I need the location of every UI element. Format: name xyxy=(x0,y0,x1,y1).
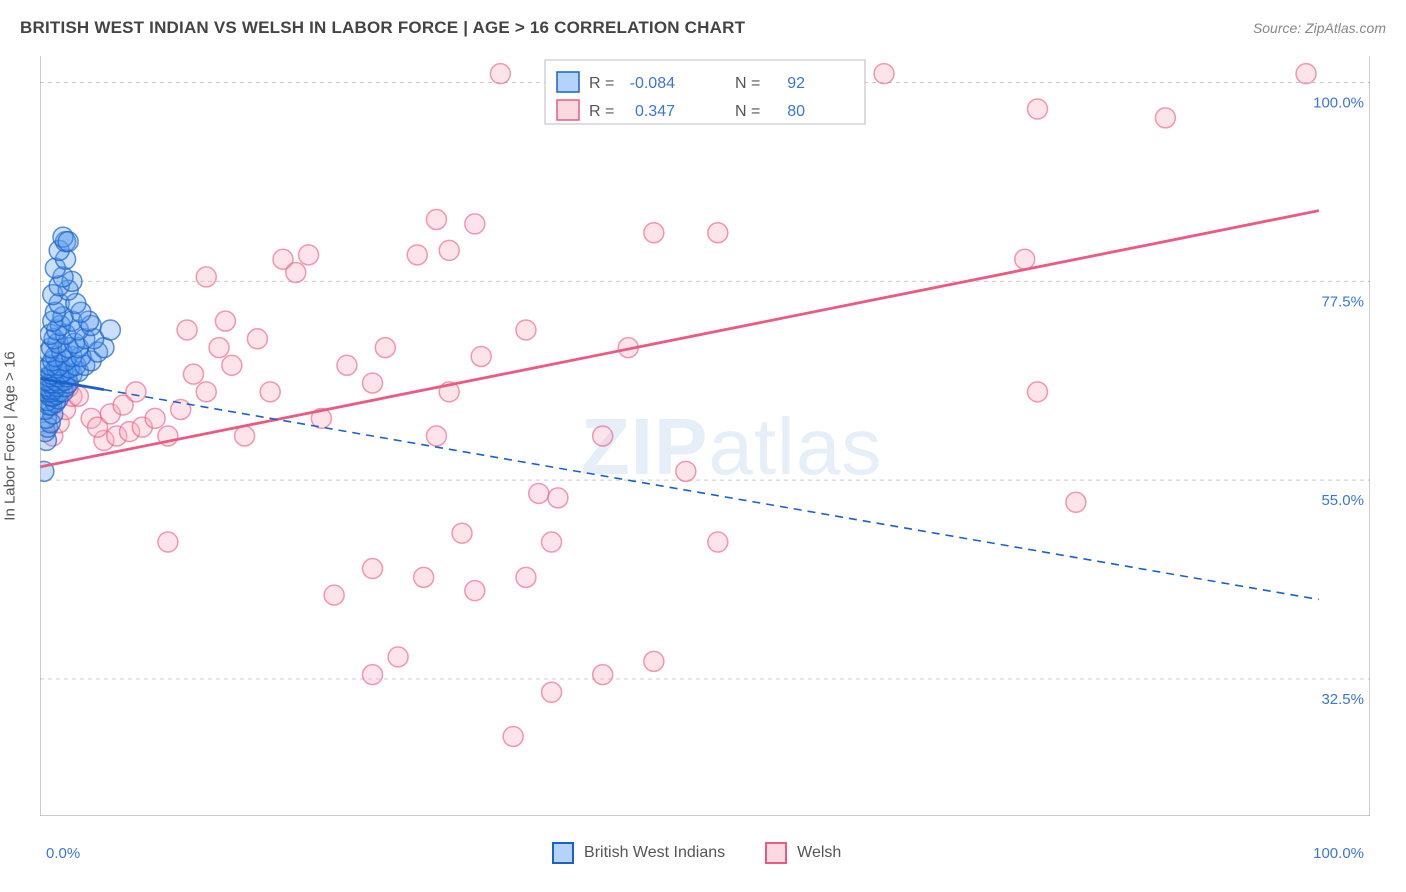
legend-item-blue: British West Indians xyxy=(552,842,725,864)
legend-label-blue: British West Indians xyxy=(584,844,725,862)
scatter-point xyxy=(209,338,229,358)
scatter-point xyxy=(222,355,242,375)
scatter-point xyxy=(286,263,306,283)
scatter-point xyxy=(1028,99,1048,119)
scatter-point xyxy=(676,461,696,481)
scatter-point xyxy=(465,214,485,234)
stats-swatch xyxy=(557,72,579,92)
scatter-point xyxy=(516,567,536,587)
scatter-point xyxy=(529,483,549,503)
scatter-point xyxy=(708,223,728,243)
scatter-point xyxy=(58,232,78,252)
scatter-point xyxy=(375,338,395,358)
stats-r-label: R = xyxy=(589,75,614,92)
legend-swatch-pink xyxy=(765,842,787,864)
stats-n-value: 80 xyxy=(787,103,805,120)
scatter-point xyxy=(100,320,120,340)
scatter-point xyxy=(196,382,216,402)
legend-swatch-blue xyxy=(552,842,574,864)
scatter-point xyxy=(1028,382,1048,402)
scatter-point xyxy=(215,311,235,331)
scatter-point xyxy=(126,382,146,402)
scatter-point xyxy=(260,382,280,402)
watermark: ZIPatlas xyxy=(581,402,882,491)
stats-r-value: 0.347 xyxy=(635,103,675,120)
scatter-point xyxy=(235,426,255,446)
y-tick-label: 55.0% xyxy=(1321,492,1364,509)
scatter-point xyxy=(644,651,664,671)
scatter-point xyxy=(1296,64,1316,84)
scatter-point xyxy=(452,523,472,543)
scatter-point xyxy=(145,408,165,428)
scatter-point xyxy=(439,240,459,260)
y-tick-label: 32.5% xyxy=(1321,691,1364,708)
scatter-point xyxy=(503,726,523,746)
x-axis-footer: 0.0% British West Indians Welsh 100.0% xyxy=(40,842,1370,864)
scatter-point xyxy=(426,426,446,446)
series-legend: British West Indians Welsh xyxy=(552,842,841,864)
stats-n-value: 92 xyxy=(787,75,805,92)
scatter-point xyxy=(324,585,344,605)
scatter-point xyxy=(471,346,491,366)
stats-swatch xyxy=(557,100,579,120)
scatter-point xyxy=(516,320,536,340)
scatter-point xyxy=(363,665,383,685)
scatter-point xyxy=(708,532,728,552)
y-axis-label: In Labor Force | Age > 16 xyxy=(2,351,19,520)
plot-area: In Labor Force | Age > 16 32.5%55.0%77.5… xyxy=(40,56,1370,816)
legend-item-pink: Welsh xyxy=(765,842,841,864)
scatter-point xyxy=(644,223,664,243)
scatter-point xyxy=(593,426,613,446)
scatter-point xyxy=(196,267,216,287)
scatter-point xyxy=(158,532,178,552)
scatter-point xyxy=(1015,249,1035,269)
scatter-point xyxy=(388,647,408,667)
scatter-plot-svg: 32.5% 55.0% 77.5% 100.0% ZIPatlas R = -0.084 N … xyxy=(40,56,1370,816)
stats-r-label: R = xyxy=(589,103,614,120)
scatter-point xyxy=(1066,492,1086,512)
scatter-point xyxy=(363,559,383,579)
scatter-point xyxy=(414,567,434,587)
legend-label-pink: Welsh xyxy=(797,844,841,862)
scatter-point xyxy=(247,329,267,349)
scatter-point xyxy=(542,532,562,552)
x-min-label: 0.0% xyxy=(46,845,80,862)
scatter-point xyxy=(465,581,485,601)
title-bar: BRITISH WEST INDIAN VS WELSH IN LABOR FO… xyxy=(20,18,1386,38)
scatter-point xyxy=(874,64,894,84)
scatter-point xyxy=(1155,108,1175,128)
scatter-point xyxy=(542,682,562,702)
scatter-point xyxy=(337,355,357,375)
scatter-point xyxy=(299,245,319,265)
scatter-point xyxy=(177,320,197,340)
scatter-point xyxy=(548,488,568,508)
scatter-point xyxy=(593,665,613,685)
scatter-point xyxy=(363,373,383,393)
scatter-point xyxy=(490,64,510,84)
y-tick-label: 100.0% xyxy=(1313,95,1364,112)
x-max-label: 100.0% xyxy=(1313,845,1364,862)
y-tick-label: 77.5% xyxy=(1321,293,1364,310)
stats-n-label: N = xyxy=(735,75,760,92)
chart-title: BRITISH WEST INDIAN VS WELSH IN LABOR FO… xyxy=(20,18,745,38)
scatter-point xyxy=(183,364,203,384)
scatter-point xyxy=(426,209,446,229)
stats-r-value: -0.084 xyxy=(630,75,675,92)
scatter-point xyxy=(407,245,427,265)
stats-n-label: N = xyxy=(735,103,760,120)
source-label: Source: ZipAtlas.com xyxy=(1253,20,1386,36)
